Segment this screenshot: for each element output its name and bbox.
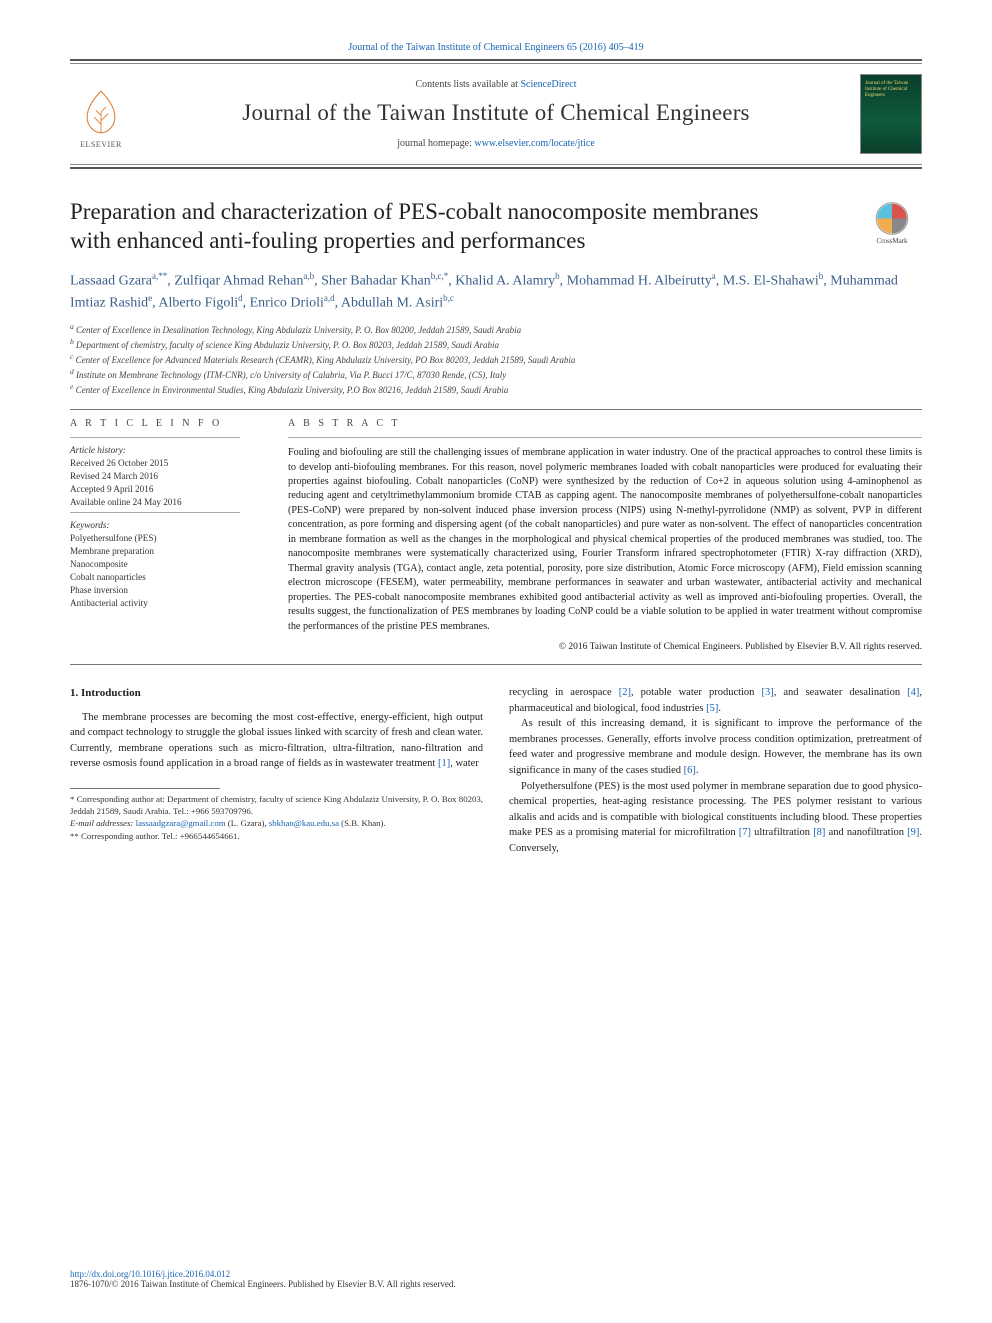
keyword: Phase inversion [70, 584, 260, 597]
keyword: Polyethersulfone (PES) [70, 532, 260, 545]
body-paragraph: The membrane processes are becoming the … [70, 710, 483, 772]
footnotes: * Corresponding author at: Department of… [70, 793, 483, 842]
email-link[interactable]: sbkhan@kau.edu.sa [269, 818, 339, 828]
article-info-rule [70, 512, 240, 513]
title-block: Preparation and characterization of PES-… [70, 197, 922, 256]
abstract-rule [288, 437, 922, 438]
cover-thumb-text: Journal of the Taiwan Institute of Chemi… [865, 81, 917, 98]
body-paragraph: Polyethersulfone (PES) is the most used … [509, 779, 922, 857]
homepage-line: journal homepage: www.elsevier.com/locat… [146, 138, 846, 149]
abstract-head: A B S T R A C T [288, 418, 922, 429]
crossmark-label: CrossMark [876, 237, 907, 245]
abstract-copyright: © 2016 Taiwan Institute of Chemical Engi… [288, 642, 922, 652]
keyword: Nanocomposite [70, 558, 260, 571]
header-rule [70, 59, 922, 61]
email-who: (L. Gzara), [226, 818, 269, 828]
history-label: Article history: [70, 444, 260, 457]
elsevier-tree-icon [75, 86, 127, 138]
paper-title: Preparation and characterization of PES-… [70, 197, 790, 256]
history-line: Revised 24 March 2016 [70, 470, 260, 483]
history-line: Accepted 9 April 2016 [70, 483, 260, 496]
info-abstract-row: A R T I C L E I N F O Article history: R… [70, 418, 922, 665]
abstract: A B S T R A C T Fouling and biofouling a… [288, 418, 922, 652]
elsevier-logo: ELSEVIER [70, 79, 132, 149]
homepage-prefix: journal homepage: [397, 138, 474, 149]
column-left: 1. Introduction The membrane processes a… [70, 685, 483, 856]
elsevier-label: ELSEVIER [80, 140, 122, 149]
footer-doi: http://dx.doi.org/10.1016/j.jtice.2016.0… [70, 1269, 922, 1279]
keyword: Antibacterial activity [70, 597, 260, 610]
email-link[interactable]: lassaadgzara@gmail.com [136, 818, 226, 828]
abstract-text: Fouling and biofouling are still the cha… [288, 446, 922, 634]
author-list: Lassaad Gzaraa,**, Zulfiqar Ahmad Rehana… [70, 270, 922, 314]
contents-available-line: Contents lists available at ScienceDirec… [146, 79, 846, 90]
affiliation-list: a Center of Excellence in Desalination T… [70, 322, 922, 397]
footnote-rule [70, 788, 220, 789]
footnote-email: E-mail addresses: lassaadgzara@gmail.com… [70, 817, 483, 829]
header-rule-bottom [70, 164, 922, 165]
journal-title: Journal of the Taiwan Institute of Chemi… [146, 100, 846, 126]
masthead-center: Contents lists available at ScienceDirec… [146, 79, 846, 149]
header-rule-thin [70, 63, 922, 64]
crossmark-badge[interactable]: CrossMark [862, 201, 922, 245]
header-rule-bottom-thick [70, 167, 922, 169]
column-right: recycling in aerospace [2], potable wate… [509, 685, 922, 856]
sciencedirect-link[interactable]: ScienceDirect [520, 79, 576, 90]
body-paragraph: As result of this increasing demand, it … [509, 716, 922, 778]
page-footer: http://dx.doi.org/10.1016/j.jtice.2016.0… [70, 1269, 922, 1289]
keyword: Cobalt nanoparticles [70, 571, 260, 584]
masthead: ELSEVIER Contents lists available at Sci… [70, 70, 922, 160]
article-info: A R T I C L E I N F O Article history: R… [70, 418, 260, 652]
history-line: Available online 24 May 2016 [70, 496, 260, 509]
email-label: E-mail addresses: [70, 818, 136, 828]
keywords-label: Keywords: [70, 519, 260, 532]
article-info-rule [70, 437, 240, 438]
history-line: Received 26 October 2015 [70, 457, 260, 470]
body-columns: 1. Introduction The membrane processes a… [70, 685, 922, 856]
footnote-corresponding-2: ** Corresponding author. Tel.: +96654465… [70, 830, 483, 842]
section-heading: 1. Introduction [70, 685, 483, 701]
footnote-corresponding: * Corresponding author at: Department of… [70, 793, 483, 818]
homepage-link[interactable]: www.elsevier.com/locate/jtice [474, 138, 594, 149]
contents-prefix: Contents lists available at [415, 79, 520, 90]
doi-link[interactable]: http://dx.doi.org/10.1016/j.jtice.2016.0… [70, 1269, 230, 1279]
article-history: Article history: Received 26 October 201… [70, 444, 260, 508]
journal-reference-line: Journal of the Taiwan Institute of Chemi… [70, 42, 922, 53]
crossmark-icon [874, 201, 910, 236]
footer-copyright: 1876-1070/© 2016 Taiwan Institute of Che… [70, 1279, 922, 1289]
journal-cover-thumbnail: Journal of the Taiwan Institute of Chemi… [860, 74, 922, 154]
keywords-block: Keywords: Polyethersulfone (PES) Membran… [70, 519, 260, 609]
rule-above-abstract [70, 409, 922, 410]
article-info-head: A R T I C L E I N F O [70, 418, 260, 429]
body-paragraph: recycling in aerospace [2], potable wate… [509, 685, 922, 716]
email-who: (S.B. Khan). [339, 818, 386, 828]
keyword: Membrane preparation [70, 545, 260, 558]
